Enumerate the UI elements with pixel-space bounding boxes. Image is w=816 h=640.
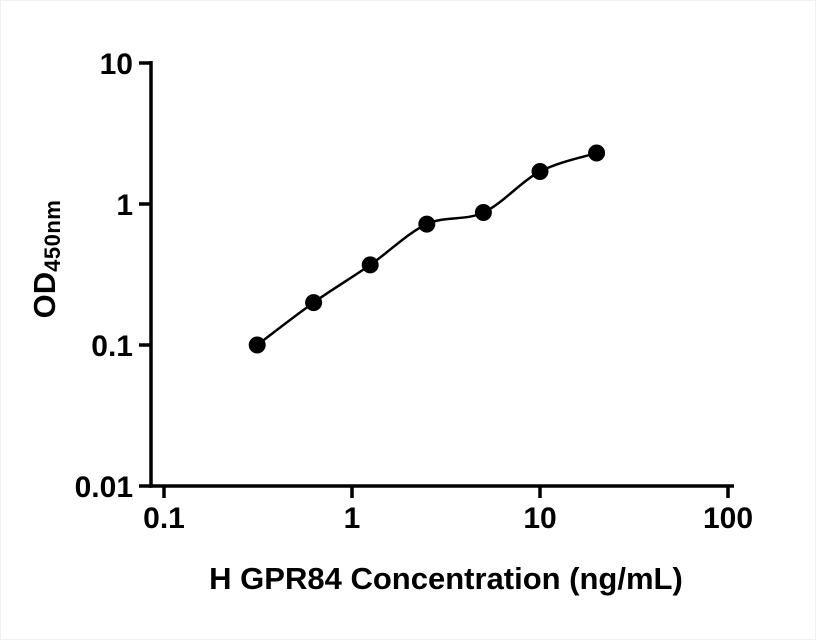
data-point: [531, 163, 549, 180]
x-tick-label: 100: [703, 502, 753, 535]
data-point: [588, 144, 606, 162]
y-axis-title: OD450nm: [27, 199, 65, 319]
data-point: [361, 256, 379, 274]
y-tick-label: 1: [116, 189, 133, 222]
x-tick-label: 0.1: [143, 502, 185, 535]
y-axis-title-main: OD: [27, 271, 62, 319]
x-tick-label: 10: [523, 502, 556, 535]
y-tick-label: 10: [100, 48, 133, 81]
data-point: [305, 294, 323, 312]
x-tick-label: 1: [344, 502, 361, 535]
data-point: [474, 204, 492, 221]
data-point: [418, 215, 436, 233]
y-axis-title-subscript: 450nm: [40, 199, 65, 272]
x-axis-title: H GPR84 Concentration (ng/mL): [209, 561, 683, 596]
fit-curve: [256, 151, 597, 346]
data-point: [248, 336, 266, 354]
y-tick-label: 0.1: [91, 330, 133, 363]
y-tick-label: 0.01: [75, 471, 133, 504]
